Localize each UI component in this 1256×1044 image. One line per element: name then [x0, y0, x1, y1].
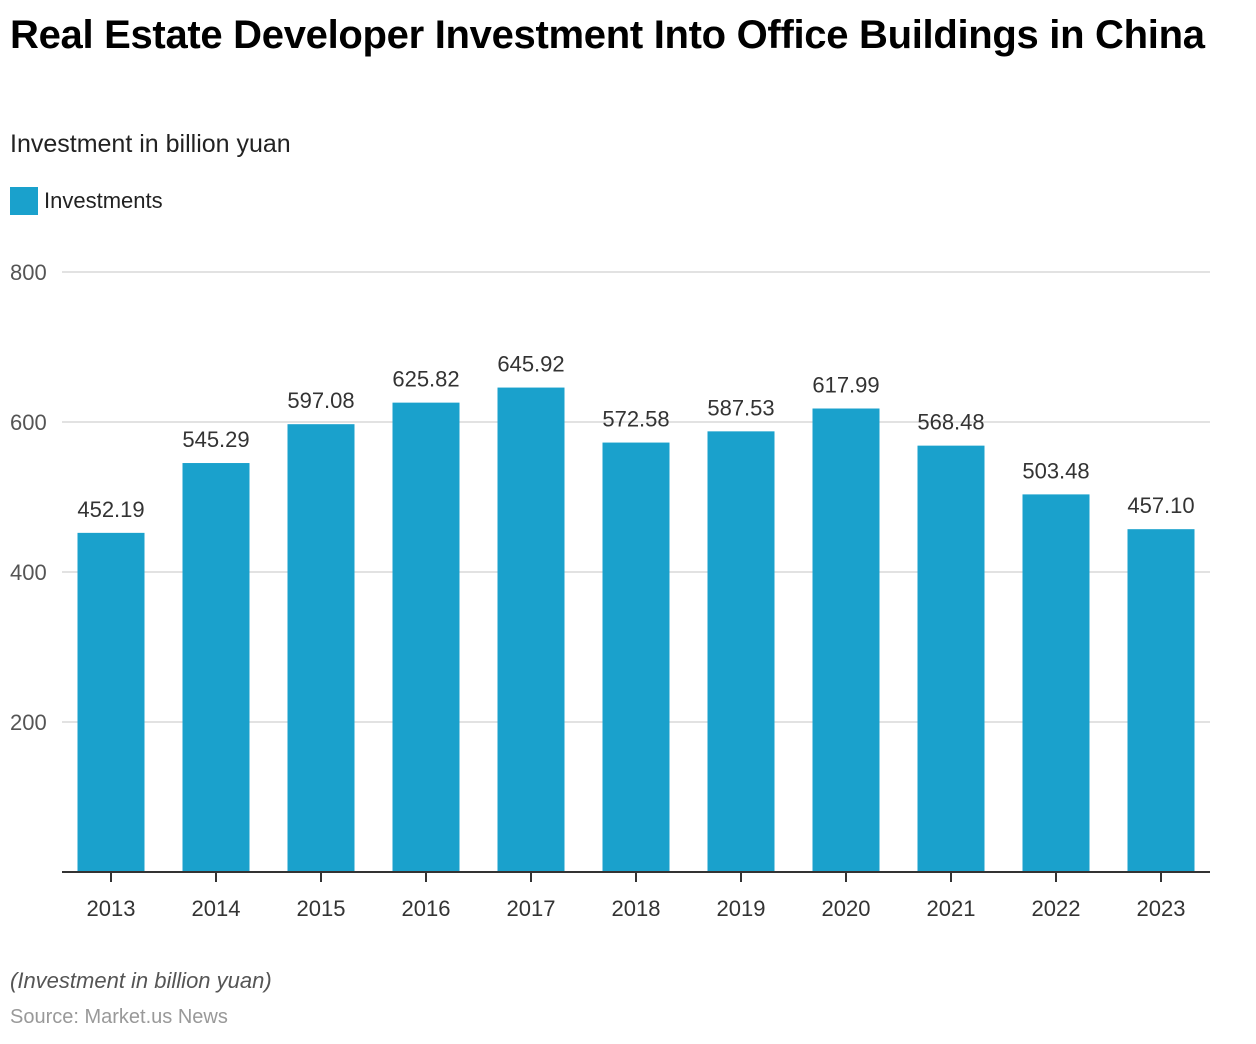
bar-2017 — [497, 387, 565, 872]
data-label-2023: 457.10 — [1127, 493, 1194, 518]
x-tick-label: 2021 — [927, 896, 976, 921]
legend-swatch — [10, 187, 38, 215]
x-tick-label: 2023 — [1137, 896, 1186, 921]
x-tick-label: 2020 — [822, 896, 871, 921]
x-tick-label: 2019 — [717, 896, 766, 921]
x-axis: 2013 2014 2015 2016 2017 2018 2019 2020 2021 2022… — [62, 871, 1210, 921]
data-label-2017: 645.92 — [497, 352, 564, 377]
x-tick-label: 2022 — [1032, 896, 1081, 921]
bars — [77, 387, 1195, 872]
data-label-2022: 503.48 — [1022, 458, 1089, 483]
chart-subtitle: Investment in billion yuan — [10, 130, 291, 158]
x-tick-label: 2015 — [297, 896, 346, 921]
x-tick-label: 2018 — [612, 896, 661, 921]
chart-title: Real Estate Developer Investment Into Of… — [10, 13, 1205, 57]
bar-2020 — [812, 408, 880, 872]
data-label-2018: 572.58 — [602, 407, 669, 432]
x-tick-label: 2014 — [192, 896, 241, 921]
y-axis-ticks: 200 400 600 800 — [10, 260, 47, 735]
bar-2022 — [1022, 494, 1090, 872]
bar-2016 — [392, 402, 460, 872]
data-label-2020: 617.99 — [812, 373, 879, 398]
footnote: (Investment in billion yuan) — [10, 968, 272, 993]
y-tick-label: 400 — [10, 560, 47, 585]
bar-2014 — [182, 463, 250, 872]
source-note: Source: Market.us News — [10, 1006, 228, 1028]
y-tick-label: 200 — [10, 710, 47, 735]
bar-2021 — [917, 445, 985, 872]
y-tick-label: 800 — [10, 260, 47, 285]
data-label-2016: 625.82 — [392, 367, 459, 392]
legend-label: Investments — [44, 188, 163, 213]
data-labels: 452.19 545.29 597.08 625.82 645.92 572.58 587.… — [77, 352, 1194, 522]
x-tick-label: 2013 — [87, 896, 136, 921]
x-tick-label: 2017 — [507, 896, 556, 921]
data-label-2015: 597.08 — [287, 388, 354, 413]
bar-2015 — [287, 424, 355, 872]
bar-2013 — [77, 532, 145, 872]
bar-chart: 200 400 600 800 452.19 545.29 597.08 625.82 645… — [10, 260, 1210, 921]
data-label-2021: 568.48 — [917, 410, 984, 435]
y-tick-label: 600 — [10, 410, 47, 435]
legend: Investments — [10, 187, 163, 215]
bar-2018 — [602, 442, 670, 872]
data-label-2019: 587.53 — [707, 395, 774, 420]
data-label-2013: 452.19 — [77, 497, 144, 522]
bar-2019 — [707, 431, 775, 872]
bar-2023 — [1127, 529, 1195, 872]
x-tick-label: 2016 — [402, 896, 451, 921]
data-label-2014: 545.29 — [182, 427, 249, 452]
